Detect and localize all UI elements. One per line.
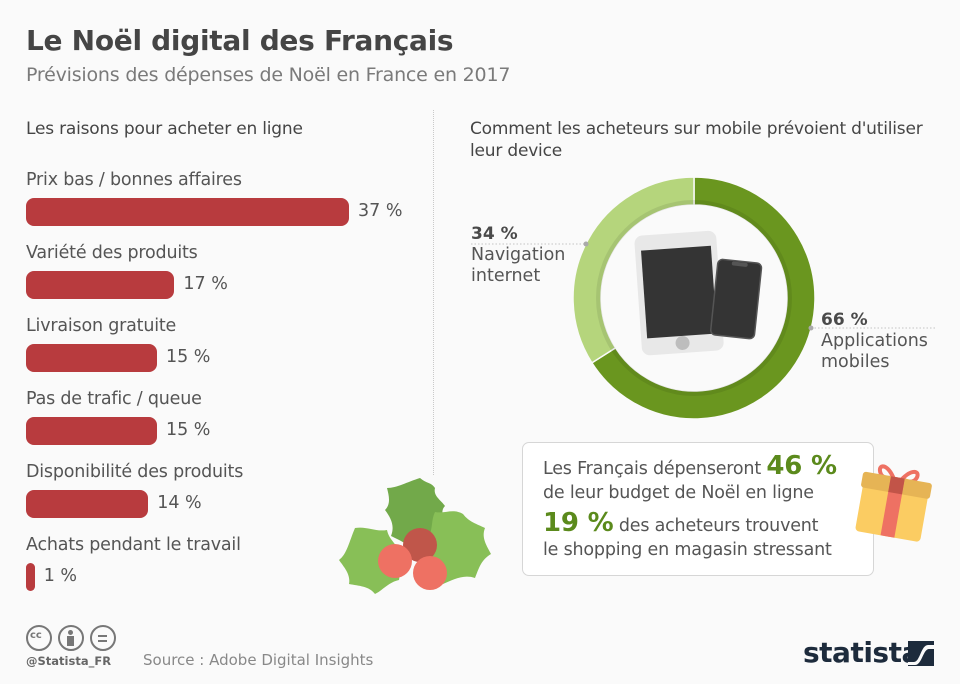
bar-label: Livraison gratuite [26, 316, 177, 336]
page-subtitle: Prévisions des dépenses de Noël en Franc… [26, 64, 511, 86]
nav-label-line2: internet [471, 266, 541, 286]
bar [26, 271, 175, 299]
info-box: Les Français dépenseront 46 % de leur bu… [522, 442, 874, 576]
by-icon [58, 625, 84, 651]
app-pct: 66 % [821, 310, 868, 330]
info-line-3: 19 % des acheteurs trouvent [543, 510, 819, 536]
nav-label: 34 % Navigation internet [471, 224, 565, 287]
bar-value-label: 14 % [157, 493, 202, 513]
bar-label: Pas de trafic / queue [26, 389, 202, 409]
donut-slice [572, 176, 695, 364]
app-label-line1: Applications [821, 331, 928, 351]
info-line-1: Les Français dépenseront 46 % [543, 453, 837, 479]
bar [26, 198, 349, 226]
leader-dot [583, 241, 589, 247]
nav-pct: 34 % [471, 224, 518, 244]
donut-chart-title: Comment les acheteurs sur mobile prévoie… [470, 119, 923, 161]
statista-logo-icon[interactable] [908, 641, 934, 666]
bar [26, 344, 157, 372]
bar-label: Achats pendant le travail [26, 535, 241, 555]
leader-dot [808, 325, 814, 331]
app-label-line2: mobiles [821, 352, 890, 372]
bar [26, 417, 157, 445]
stat-46: 46 % [766, 451, 837, 481]
holly-icon [339, 478, 491, 594]
info-text-3: des acheteurs trouvent [613, 516, 819, 536]
bar [26, 490, 149, 518]
devices-icon [634, 230, 763, 356]
bar-value-label: 37 % [358, 201, 403, 221]
statista-handle[interactable]: @Statista_FR [26, 654, 112, 668]
section-divider [433, 110, 434, 475]
stat-19: 19 % [543, 508, 614, 538]
cc-icon: cc [26, 625, 52, 651]
bar-value-label: 15 % [165, 347, 211, 367]
bar-label: Prix bas / bonnes affaires [26, 170, 242, 190]
statista-logo-text[interactable]: statista [803, 636, 920, 669]
bar-label: Variété des produits [26, 243, 198, 263]
nav-label-line1: Navigation [471, 245, 566, 265]
donut-inner-shadow [596, 200, 792, 396]
info-line-4: le shopping en magasin stressant [543, 540, 832, 560]
info-line-2: de leur budget de Noël en ligne [543, 483, 814, 503]
source-text: Source : Adobe Digital Insights [143, 651, 374, 669]
bar-value-label: 17 % [183, 274, 228, 294]
bar-value-label: 15 % [165, 420, 211, 440]
bar [26, 563, 35, 591]
nd-icon [90, 625, 116, 651]
app-label: 66 % Applications mobiles [821, 310, 928, 373]
bar-label: Disponibilité des produits [26, 462, 244, 482]
bar-chart-title: Les raisons pour acheter en ligne [26, 119, 303, 139]
info-text-1: Les Français dépenseront [543, 459, 767, 479]
gift-icon [855, 464, 932, 542]
bar-value-label: 1 % [43, 566, 78, 586]
page-title: Le Noël digital des Français [26, 24, 454, 57]
